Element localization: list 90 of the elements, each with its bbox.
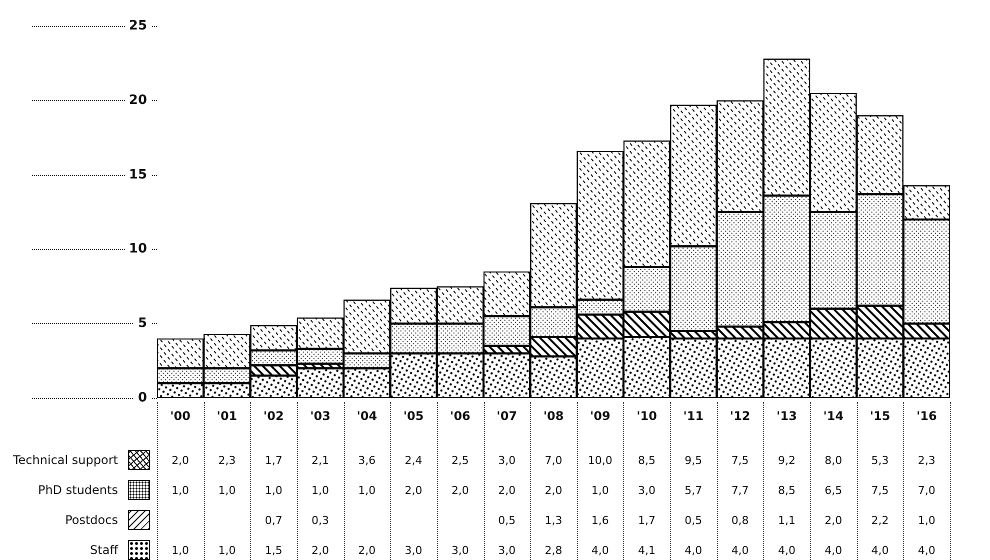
data-label: 4,0 — [824, 544, 844, 557]
data-label: 9,2 — [776, 454, 796, 467]
data-label: 2,0 — [824, 514, 844, 527]
data-label: 4,0 — [870, 544, 890, 557]
data-label: 3,0 — [637, 484, 657, 497]
x-tick-label: '01 — [216, 409, 238, 423]
data-label: 4,0 — [684, 544, 704, 557]
data-label: 3,0 — [450, 544, 470, 557]
data-label: 2,5 — [450, 454, 470, 467]
data-label: 1,0 — [357, 484, 377, 497]
data-label: 1,3 — [544, 514, 564, 527]
data-label: 0,8 — [730, 514, 750, 527]
data-label: 4,0 — [916, 544, 936, 557]
x-tick-label: '11 — [683, 409, 704, 423]
data-label: 1,0 — [590, 484, 610, 497]
y-tick-label: 10 — [128, 242, 147, 257]
data-label: 1,0 — [916, 514, 936, 527]
legend-label: Staff — [89, 543, 118, 557]
data-label: 4,0 — [776, 544, 796, 557]
data-label: 3,0 — [404, 544, 424, 557]
x-tick-label: '08 — [543, 409, 564, 423]
data-label: 2,1 — [310, 454, 330, 467]
data-label: 2,0 — [544, 484, 564, 497]
x-tick-label: '03 — [310, 409, 330, 423]
data-label: 0,3 — [310, 514, 330, 527]
data-label: 7,0 — [544, 454, 564, 467]
y-tick-label: 25 — [128, 18, 147, 34]
x-tick-label: '02 — [263, 409, 284, 423]
x-tick-label: '05 — [403, 409, 424, 423]
x-tick-label: '13 — [776, 409, 797, 423]
data-label: 0,5 — [497, 514, 517, 527]
data-label: 7,5 — [730, 454, 750, 467]
data-label: 1,0 — [217, 544, 237, 557]
y-tick-label: 15 — [128, 167, 147, 182]
data-label: 1,0 — [217, 484, 237, 497]
data-label: 4,1 — [637, 544, 657, 557]
data-label: 1,7 — [637, 514, 657, 527]
data-label: 9,5 — [684, 454, 704, 467]
data-label: 2,3 — [217, 454, 237, 467]
data-label: 8,5 — [776, 484, 796, 497]
x-tick-label: '16 — [916, 409, 937, 423]
legend-label: Postdocs — [64, 513, 118, 527]
data-label: 1,7 — [264, 454, 284, 467]
x-tick-label: '09 — [590, 409, 610, 423]
data-label: 3,0 — [497, 544, 517, 557]
data-label: 2,3 — [916, 454, 936, 467]
x-tick-label: '15 — [870, 409, 890, 423]
data-label: 5,3 — [870, 454, 890, 467]
y-tick-label: 20 — [128, 92, 147, 108]
legend-label: Technical support — [12, 453, 118, 467]
data-label: 1,6 — [590, 514, 610, 527]
x-tick-label: '14 — [823, 409, 844, 423]
x-tick-label: '04 — [356, 409, 378, 423]
x-tick-label: '07 — [496, 409, 518, 423]
data-label: 2,0 — [497, 484, 517, 497]
y-tick-label: 0 — [138, 390, 147, 406]
data-label: 1,5 — [264, 544, 284, 557]
x-tick-label: '10 — [636, 409, 657, 423]
data-label: 1,0 — [264, 484, 284, 497]
data-label: 8,5 — [637, 454, 657, 467]
legend-label: PhD students — [36, 483, 118, 497]
data-label: 2,0 — [170, 454, 190, 467]
data-label: 2,0 — [450, 484, 470, 497]
data-label: 1,0 — [170, 484, 190, 497]
data-label: 2,8 — [544, 544, 564, 557]
x-tick-label: '06 — [450, 409, 470, 423]
data-label: 7,5 — [870, 484, 890, 497]
x-tick-label: '00 — [170, 409, 191, 423]
data-label: 1,0 — [310, 484, 330, 497]
data-label: 7,7 — [730, 484, 750, 497]
data-label: 3,0 — [497, 454, 517, 467]
data-label: 4,0 — [730, 544, 750, 557]
data-label: 4,0 — [590, 544, 610, 557]
x-tick-label: '12 — [730, 409, 750, 423]
y-tick-label: 5 — [138, 316, 147, 332]
data-label: 2,0 — [310, 544, 330, 557]
data-label: 0,7 — [264, 514, 284, 527]
data-label: 2,0 — [404, 484, 424, 497]
data-label: 5,7 — [684, 484, 704, 497]
data-label: 2,2 — [870, 514, 890, 527]
data-label: 8,0 — [824, 454, 844, 467]
data-label: 1,1 — [776, 514, 796, 527]
data-label: 6,5 — [824, 484, 844, 497]
data-label: 1,0 — [170, 544, 190, 557]
data-label: 2,0 — [357, 544, 377, 557]
data-label: 7,0 — [916, 484, 936, 497]
data-label: 3,6 — [357, 454, 377, 467]
data-label: 2,4 — [404, 454, 424, 467]
data-label: 10,0 — [586, 454, 614, 467]
data-label: 0,5 — [684, 514, 704, 527]
